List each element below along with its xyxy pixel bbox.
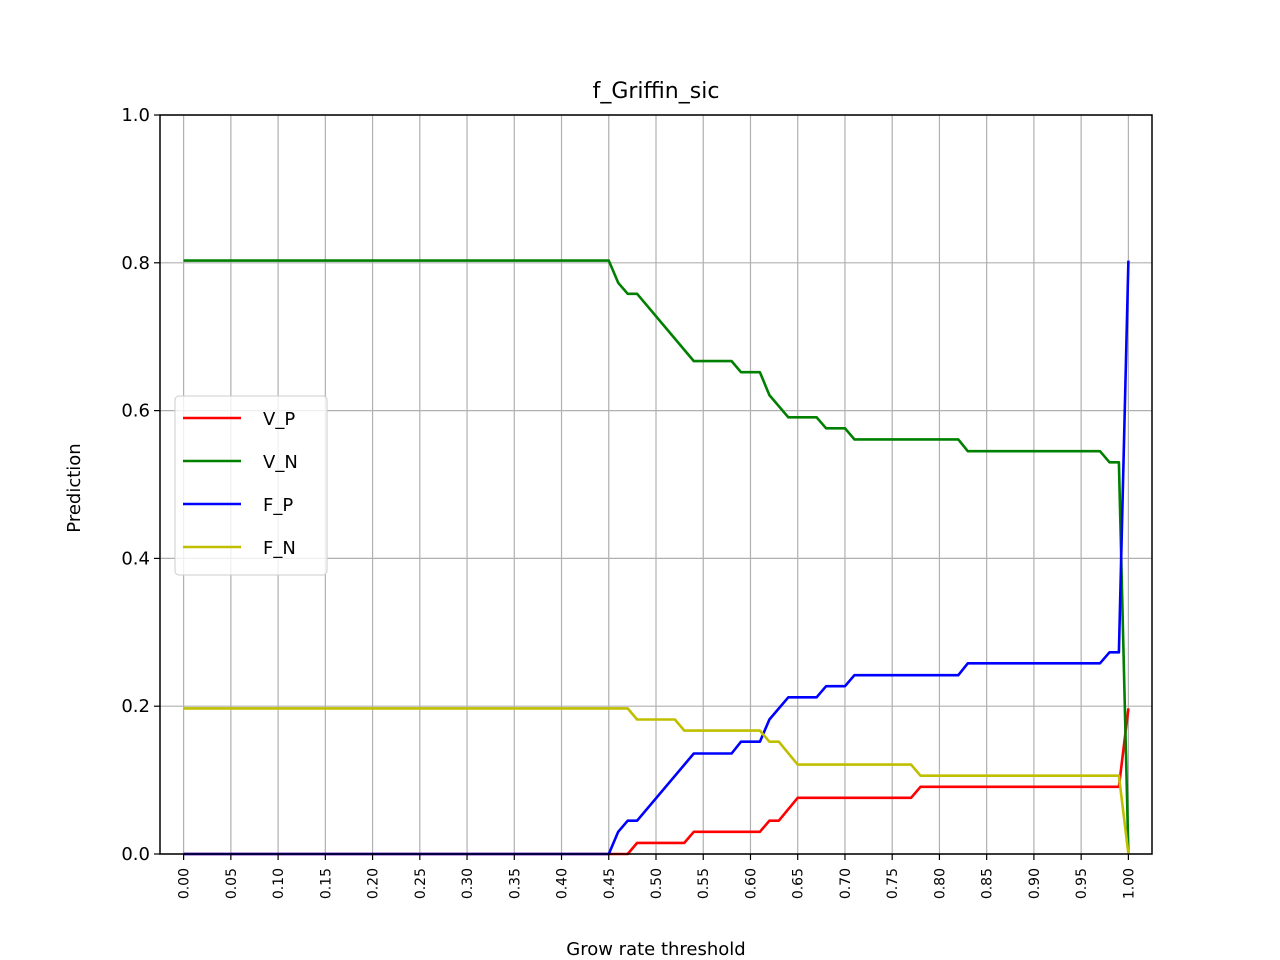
y-tick-label: 0.8 <box>121 253 150 274</box>
x-tick-label: 0.70 <box>838 868 854 899</box>
x-tick-label: 0.05 <box>224 868 240 899</box>
series-line-f-n <box>183 707 1130 855</box>
x-tick-label: 0.65 <box>791 868 807 899</box>
y-tick-label: 0.6 <box>121 401 150 422</box>
x-tick-label: 0.00 <box>177 868 193 899</box>
series-line-f-p <box>183 260 1130 856</box>
legend-entry-label: F_P <box>263 495 293 516</box>
y-tick-label: 0.0 <box>121 844 150 865</box>
x-tick-label: 0.10 <box>271 868 287 899</box>
x-tick-label: 0.25 <box>413 868 429 899</box>
x-tick-label: 0.60 <box>743 868 759 899</box>
x-tick-label: 0.15 <box>318 868 334 899</box>
x-axis-ticks: 0.00 0.05 0.10 0.15 0.20 0.25 0.30 0.35 0.40 0.45… <box>177 854 1137 899</box>
y-axis-ticks: 0.0 0.2 0.4 0.6 0.8 1.0 <box>121 105 160 865</box>
series-line-v-n <box>183 259 1130 855</box>
x-axis-label: Grow rate threshold <box>566 939 745 960</box>
x-tick-label: 0.55 <box>696 868 712 899</box>
y-tick-label: 0.4 <box>121 548 150 569</box>
y-tick-label: 1.0 <box>121 105 150 126</box>
x-tick-label: 0.95 <box>1074 868 1090 899</box>
x-tick-label: 0.35 <box>507 868 523 899</box>
legend: V_P V_N F_P F_N <box>174 395 328 576</box>
y-tick-label: 0.2 <box>121 696 150 717</box>
x-tick-label: 0.20 <box>366 868 382 899</box>
legend-box <box>174 395 328 576</box>
x-tick-label: 0.45 <box>602 868 618 899</box>
legend-entry-label: F_N <box>263 538 296 559</box>
x-tick-label: 0.75 <box>885 868 901 899</box>
x-tick-label: 0.40 <box>555 868 571 899</box>
x-tick-label: 0.80 <box>932 868 948 899</box>
legend-entry-label: V_P <box>263 409 295 430</box>
series-lines <box>183 259 1130 856</box>
x-tick-label: 0.30 <box>460 868 476 899</box>
y-axis-label: Prediction <box>64 443 85 532</box>
chart-title: f_Griffin_sic <box>593 79 720 104</box>
x-tick-label: 1.00 <box>1121 868 1137 899</box>
legend-entry-label: V_N <box>263 452 298 473</box>
x-tick-label: 0.90 <box>1027 868 1043 899</box>
x-tick-label: 0.50 <box>649 868 665 899</box>
series-line-v-p <box>183 708 1130 856</box>
x-tick-label: 0.85 <box>980 868 996 899</box>
